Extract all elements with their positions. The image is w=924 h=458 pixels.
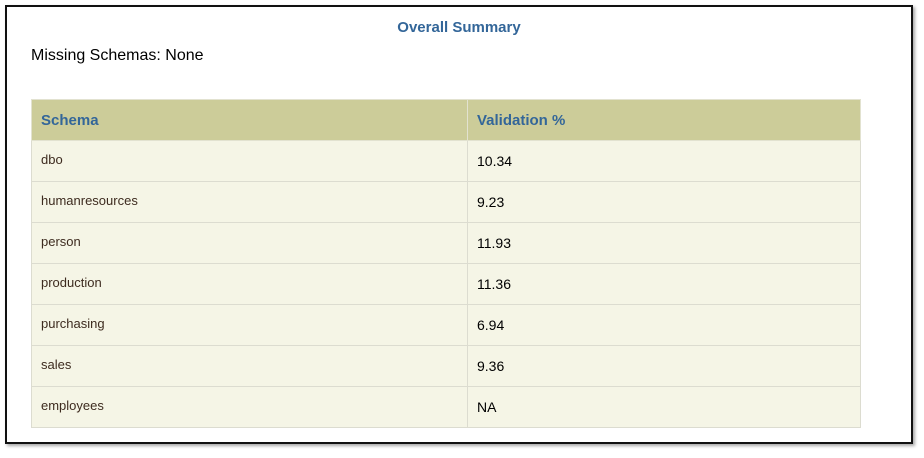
validation-cell: 11.36	[467, 263, 861, 305]
summary-panel: Overall Summary Missing Schemas: None Sc…	[5, 5, 913, 444]
schema-cell: humanresources	[31, 181, 468, 223]
table-row: production 11.36	[31, 263, 861, 305]
table-row: dbo 10.34	[31, 140, 861, 182]
schema-cell: production	[31, 263, 468, 305]
header-row: Schema Validation %	[31, 99, 861, 141]
validation-cell: 9.23	[467, 181, 861, 223]
validation-cell: 10.34	[467, 140, 861, 182]
schema-cell: dbo	[31, 140, 468, 182]
validation-cell: 11.93	[467, 222, 861, 264]
schema-cell: sales	[31, 345, 468, 387]
table-row: employees NA	[31, 386, 861, 428]
validation-cell: 6.94	[467, 304, 861, 346]
column-header: Schema	[31, 99, 468, 141]
schema-cell: person	[31, 222, 468, 264]
table-row: humanresources 9.23	[31, 181, 861, 223]
table-body: dbo 10.34 humanresources 9.23 person 11.93 pro…	[31, 140, 861, 428]
column-header: Validation %	[467, 99, 861, 141]
title: Overall Summary	[397, 19, 521, 36]
table-head: Schema Validation %	[31, 99, 861, 141]
table-row: person 11.93	[31, 222, 861, 264]
table-row: purchasing 6.94	[31, 304, 861, 346]
table-row: sales 9.36	[31, 345, 861, 387]
schema-cell: employees	[31, 386, 468, 428]
validation-cell: NA	[467, 386, 861, 428]
schema-cell: purchasing	[31, 304, 468, 346]
missing-schemas: Missing Schemas: None	[31, 47, 204, 64]
validation-cell: 9.36	[467, 345, 861, 387]
summary-table: Schema Validation % dbo 10.34 humanresource…	[31, 99, 861, 428]
